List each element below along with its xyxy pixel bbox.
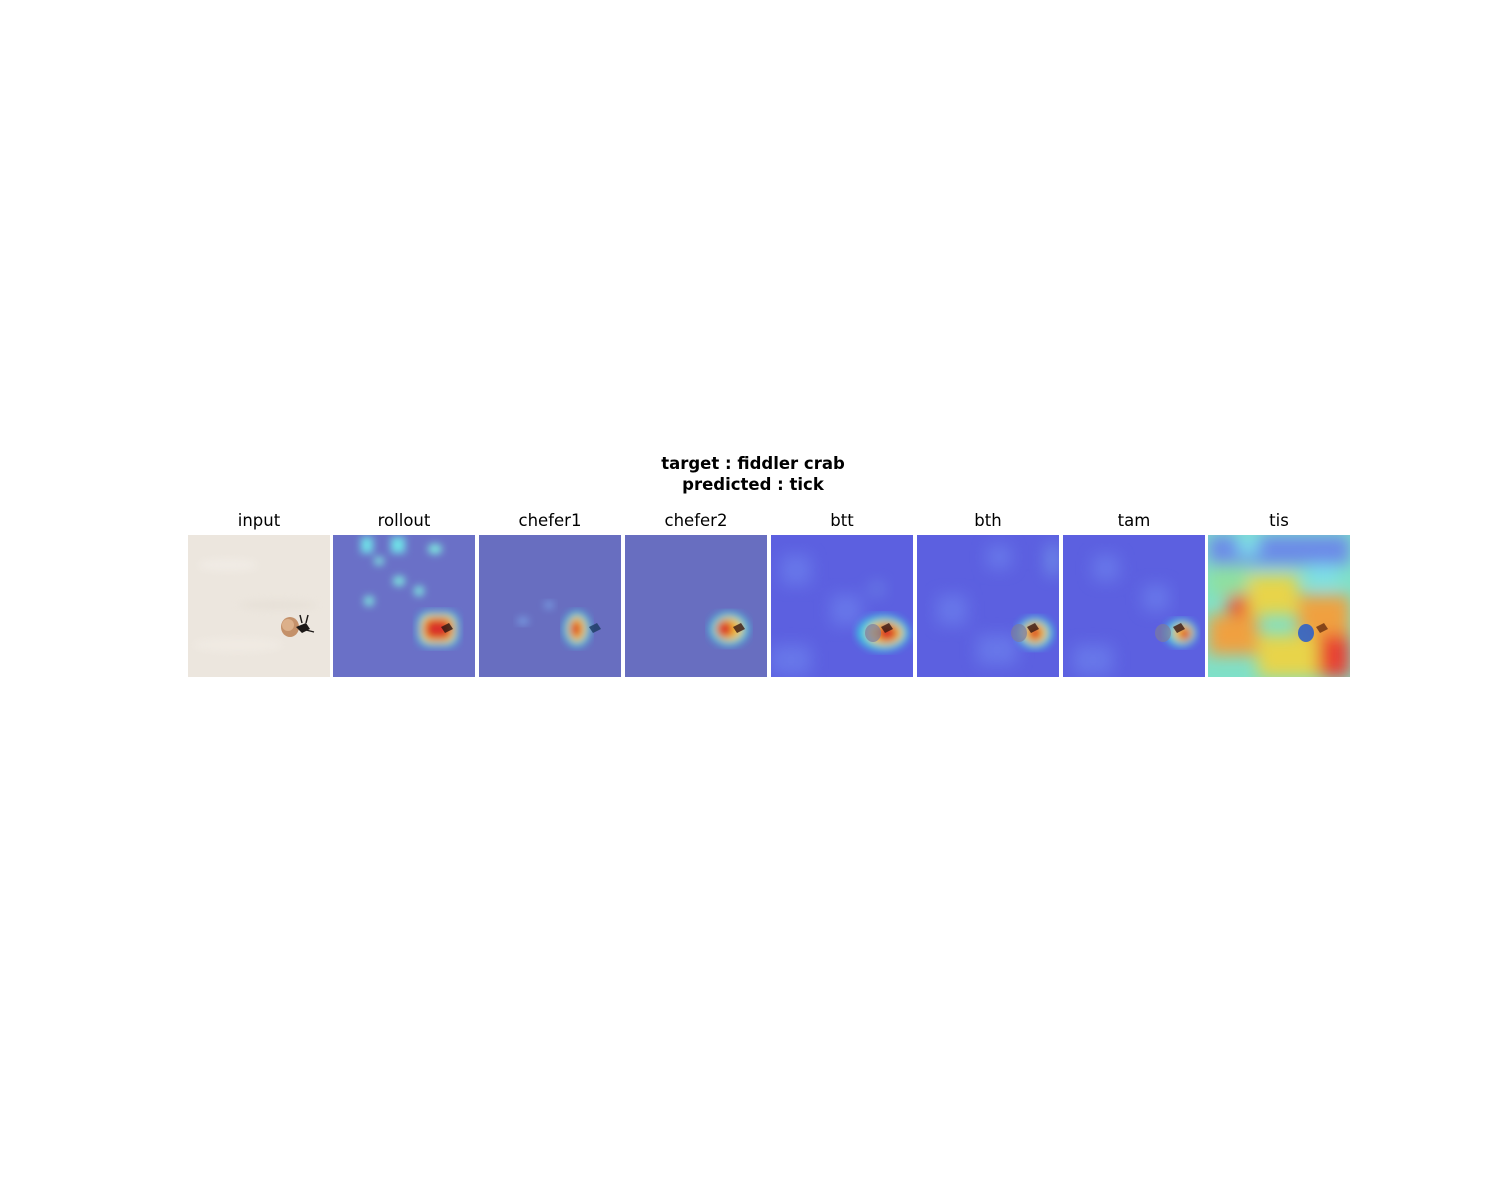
panel-title-chefer2: chefer2 <box>664 511 728 530</box>
panel-title-input: input <box>237 511 281 530</box>
predicted-label: predicted : tick <box>682 475 824 494</box>
panel-title-tam: tam <box>1117 511 1151 530</box>
panel-title-btt: btt <box>830 511 854 530</box>
heatmap-bth <box>917 535 1059 677</box>
heatmap-tam <box>1063 535 1205 677</box>
heatmap-rollout <box>333 535 475 677</box>
panel-title-bth: bth <box>974 511 1002 530</box>
heatmap-chefer1 <box>479 535 621 677</box>
figure-title: target : fiddler crab predicted : tick <box>0 453 1500 495</box>
panel-title-tis: tis <box>1269 511 1289 530</box>
heatmap-chefer2 <box>625 535 767 677</box>
heatmap-btt <box>771 535 913 677</box>
panel-title-chefer1: chefer1 <box>518 511 582 530</box>
target-label: target : fiddler crab <box>661 454 845 473</box>
heatmap-tis <box>1208 535 1350 677</box>
input-image <box>188 535 330 677</box>
panel-title-rollout: rollout <box>377 511 431 530</box>
